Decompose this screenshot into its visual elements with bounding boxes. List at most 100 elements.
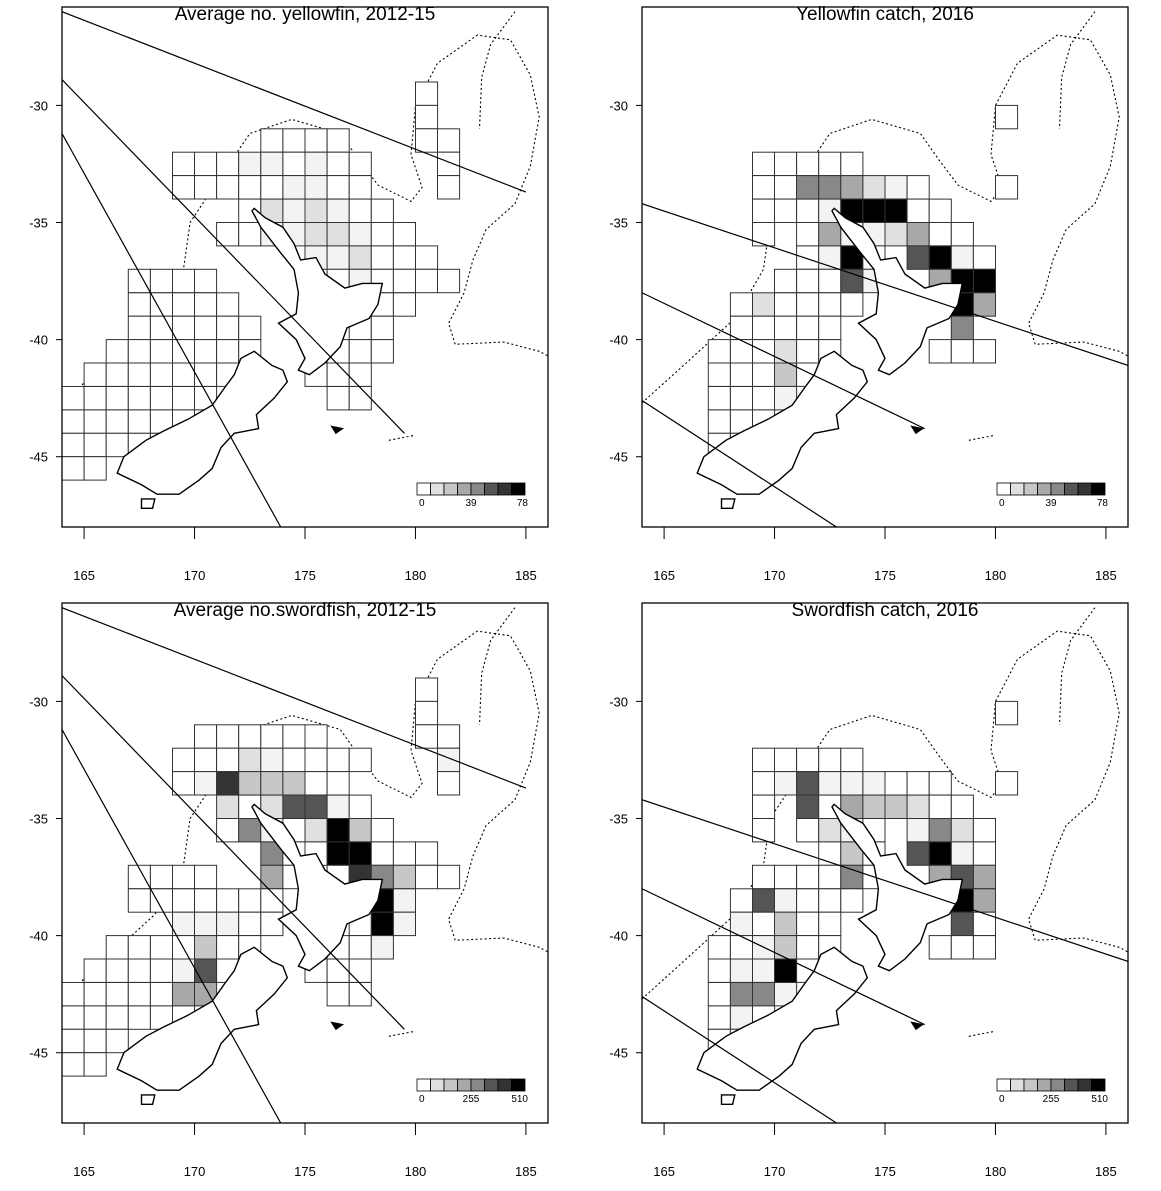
catch-cell [840, 151, 864, 177]
chatham-islands [330, 1021, 345, 1031]
catch-cell [326, 175, 350, 200]
catch-cell [928, 818, 952, 843]
catch-cell [127, 386, 151, 411]
legend-swatch [1077, 482, 1092, 496]
catch-cell [707, 935, 731, 960]
catch-cell [906, 794, 930, 820]
catch-cell [906, 175, 930, 200]
catch-cell [83, 958, 107, 983]
y-tick-label: -45 [29, 1046, 48, 1061]
legend-label-max: 510 [511, 1094, 528, 1105]
catch-cell [796, 911, 820, 937]
catch-cell [950, 935, 974, 960]
catch-cell [194, 911, 218, 937]
y-tick-label: -30 [609, 694, 628, 709]
catch-cell [348, 339, 372, 364]
catch-cell [83, 1005, 107, 1030]
catch-cell [216, 911, 240, 937]
catch-cell [928, 339, 952, 364]
catch-cell [194, 292, 218, 317]
catch-cell [238, 175, 262, 200]
catch-cell [304, 747, 328, 773]
catch-cell [818, 268, 842, 294]
stewart-island [720, 1094, 736, 1105]
catch-cell [149, 864, 173, 890]
boundary-line [642, 400, 837, 527]
catch-cell [326, 362, 350, 387]
catch-cell [818, 292, 842, 317]
catch-cell [216, 888, 240, 913]
legend-label-mid: 255 [1043, 1094, 1060, 1105]
catch-cell [282, 175, 306, 200]
catch-cell [729, 362, 753, 387]
chart-title: Average no.swordfish, 2012-15 [174, 600, 437, 621]
catch-cell [348, 935, 372, 960]
catch-cell [194, 958, 218, 983]
catch-cell [105, 409, 129, 434]
catch-cell [928, 771, 952, 796]
panel-swordfish-2016: Swordfish catch, 2016 -30 -35 -40 -45 165 170 1… [580, 596, 1160, 1191]
catch-cell [194, 864, 218, 890]
y-tick-label: -30 [29, 98, 48, 113]
catch-cell [906, 771, 930, 796]
catch-cell [752, 747, 776, 773]
catch-cell [348, 362, 372, 387]
catch-cell [774, 339, 798, 364]
y-tick-label: -30 [29, 694, 48, 709]
x-tick-label: 175 [874, 1164, 896, 1179]
catch-cell [774, 911, 798, 937]
catch-cell [752, 958, 776, 983]
catch-cell [172, 292, 196, 317]
catch-cell [149, 982, 173, 1007]
catch-cell [326, 818, 350, 843]
catch-cell [83, 982, 107, 1007]
legend-label-mid: 255 [463, 1094, 480, 1105]
legend-label-max: 78 [517, 498, 529, 509]
catch-cell [729, 911, 753, 937]
catch-cell [796, 339, 820, 364]
catch-cell [796, 245, 820, 270]
catch-cell [707, 386, 731, 411]
catch-cell [326, 151, 350, 177]
catch-cell [415, 841, 439, 866]
catch-cell [216, 747, 240, 773]
catch-cell [752, 386, 776, 411]
catch-cell [774, 315, 798, 341]
catch-cell [348, 245, 372, 270]
catch-cell [326, 198, 350, 224]
y-tick-label: -40 [609, 929, 628, 944]
boundary-line [62, 11, 527, 193]
catch-cell [752, 818, 776, 843]
x-tick-label: 170 [184, 568, 206, 583]
boundary-line [62, 675, 405, 1030]
catch-cell [774, 864, 798, 890]
legend-swatch [1050, 1078, 1065, 1092]
catch-cell [752, 864, 776, 890]
y-tick-label: -35 [29, 215, 48, 230]
legend-swatch [484, 1078, 499, 1092]
catch-cell [774, 175, 798, 200]
catch-cell [437, 747, 461, 773]
eez-boundary [1058, 607, 1096, 725]
legend-swatch [457, 482, 472, 496]
catch-cell [752, 198, 776, 224]
x-tick-label: 165 [73, 568, 95, 583]
catch-cell [862, 794, 886, 820]
x-tick-label: 175 [294, 568, 316, 583]
catch-cell [818, 911, 842, 937]
catch-cell [127, 315, 151, 341]
catch-cell [172, 268, 196, 294]
catch-cell [796, 771, 820, 796]
catch-cell [437, 864, 461, 890]
catch-cell [796, 864, 820, 890]
x-tick-label: 185 [1095, 568, 1117, 583]
legend-swatch [470, 1078, 485, 1092]
chart-title: Swordfish catch, 2016 [792, 600, 979, 621]
legend-swatch [497, 482, 512, 496]
catch-cell [304, 222, 328, 247]
x-tick-label: 175 [874, 568, 896, 583]
legend-label-min: 0 [419, 1094, 425, 1105]
catch-cell [370, 911, 394, 937]
catch-cell [752, 911, 776, 937]
legend-label-min: 0 [999, 1094, 1005, 1105]
